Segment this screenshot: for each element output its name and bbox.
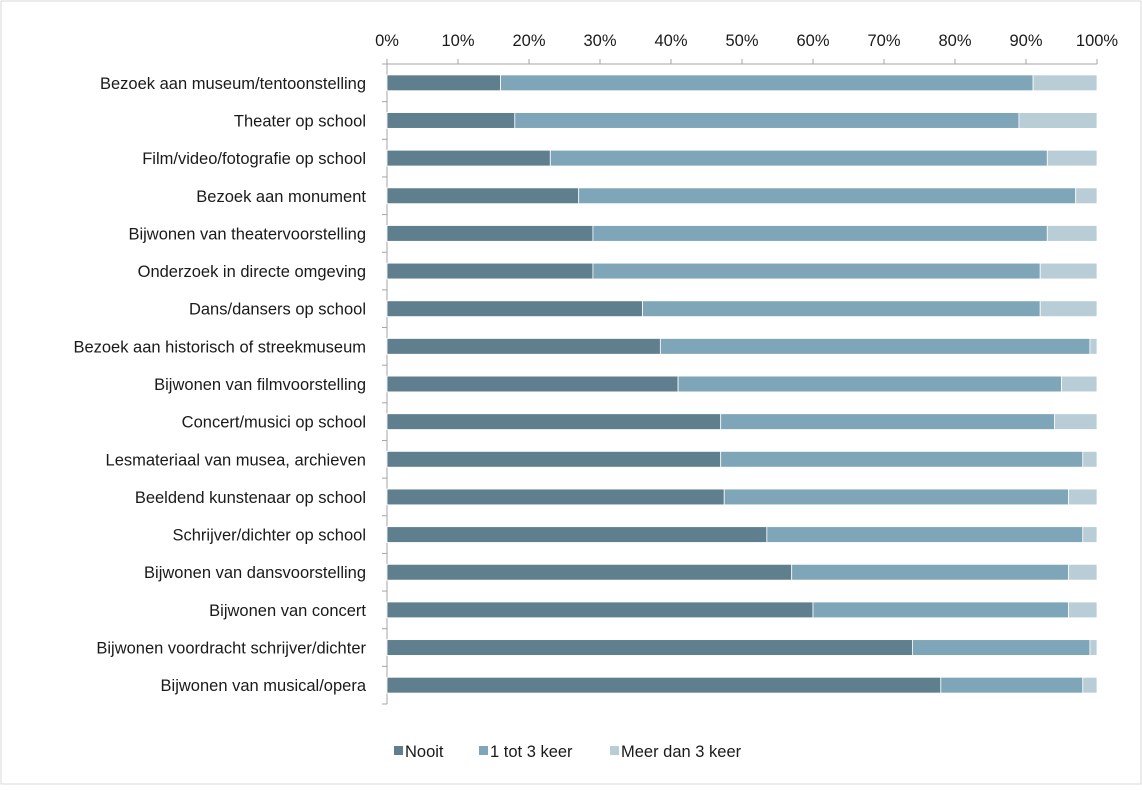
bar-segment-1-tot-3-keer: [592, 262, 1041, 280]
bar-segment-meer-dan-3-keer: [1018, 112, 1098, 129]
bar-segment-nooit: [386, 676, 942, 694]
bar-segment-meer-dan-3-keer: [1082, 526, 1098, 543]
x-tick-label: 80%: [938, 32, 971, 50]
category-label: Bezoek aan museum/tentoonstelling: [100, 75, 366, 93]
bar-segment-meer-dan-3-keer: [1075, 187, 1098, 205]
category-label: Theater op school: [234, 112, 366, 130]
bar-segment-meer-dan-3-keer: [1032, 74, 1098, 92]
bar-segment-meer-dan-3-keer: [1089, 338, 1098, 355]
bar-segment-nooit: [386, 225, 594, 242]
bar-segment-1-tot-3-keer: [549, 149, 1048, 167]
bar-segment-1-tot-3-keer: [592, 225, 1048, 242]
legend-swatch: [394, 746, 403, 755]
bar-segment-nooit: [386, 563, 793, 581]
category-label: Dans/dansers op school: [189, 301, 366, 319]
x-tick-label: 20%: [512, 32, 545, 50]
category-label: Bijwonen van filmvoorstelling: [154, 376, 366, 394]
bar-segment-meer-dan-3-keer: [1039, 262, 1098, 280]
bar-segment-meer-dan-3-keer: [1089, 639, 1098, 656]
bar-segment-meer-dan-3-keer: [1061, 375, 1098, 393]
bar-segment-nooit: [386, 526, 768, 543]
bar-segment-meer-dan-3-keer: [1046, 225, 1098, 242]
x-tick-label: 90%: [1009, 32, 1042, 50]
legend-label: 1 tot 3 keer: [490, 743, 573, 761]
x-tick-label: 70%: [867, 32, 900, 50]
bar-segment-meer-dan-3-keer: [1082, 676, 1098, 694]
bar-segment-nooit: [386, 262, 594, 280]
bar-segment-meer-dan-3-keer: [1046, 149, 1098, 167]
bar-segment-nooit: [386, 149, 551, 167]
bar-segment-meer-dan-3-keer: [1068, 488, 1098, 506]
category-labels: Bezoek aan museum/tentoonstelling Theater…: [73, 75, 366, 695]
bar-segment-nooit: [386, 639, 913, 656]
legend-swatch: [479, 746, 488, 755]
bar-segment-1-tot-3-keer: [940, 676, 1084, 694]
legend: Nooit 1 tot 3 keer Meer dan 3 keer: [394, 743, 742, 761]
bar-segment-1-tot-3-keer: [677, 375, 1062, 393]
bar-segment-nooit: [386, 112, 516, 129]
category-label: Bezoek aan monument: [196, 188, 366, 206]
category-label: Bijwonen voordracht schrijver/dichter: [96, 640, 366, 658]
category-label: Bijwonen van theatervoorstelling: [128, 225, 366, 243]
category-label: Bijwonen van concert: [209, 602, 366, 620]
bar-segment-1-tot-3-keer: [912, 639, 1091, 656]
category-label: Concert/musici op school: [182, 414, 366, 432]
x-tick-label: 0%: [375, 32, 399, 50]
bar-segment-nooit: [386, 300, 644, 318]
bar-segment-1-tot-3-keer: [514, 112, 1020, 129]
bar-segment-1-tot-3-keer: [659, 338, 1091, 355]
bar-segment-meer-dan-3-keer: [1039, 300, 1098, 318]
category-label: Bezoek aan historisch of streekmuseum: [73, 338, 366, 356]
bar-segment-nooit: [386, 413, 722, 430]
bar-segment-1-tot-3-keer: [723, 488, 1070, 506]
bar-segment-meer-dan-3-keer: [1082, 450, 1098, 468]
category-label: Bijwonen van dansvoorstelling: [144, 564, 366, 582]
legend-label: Nooit: [405, 743, 444, 761]
bar-segment-meer-dan-3-keer: [1068, 601, 1098, 619]
category-label: Onderzoek in directe omgeving: [138, 263, 366, 281]
bar-segment-1-tot-3-keer: [720, 450, 1084, 468]
x-tick-label: 50%: [725, 32, 758, 50]
category-label: Bijwonen van musical/opera: [161, 677, 367, 695]
bar-segment-1-tot-3-keer: [642, 300, 1041, 318]
bar-segment-nooit: [386, 338, 661, 355]
bar-segment-nooit: [386, 601, 814, 619]
bar-segment-nooit: [386, 375, 679, 393]
bar-segment-meer-dan-3-keer: [1068, 563, 1098, 581]
legend-swatch: [610, 746, 619, 755]
x-tick-label: 40%: [654, 32, 687, 50]
bar-segment-1-tot-3-keer: [791, 563, 1070, 581]
bar-segment-meer-dan-3-keer: [1054, 413, 1098, 430]
bar-segment-nooit: [386, 74, 501, 92]
bar-segment-nooit: [386, 187, 580, 205]
bar-segment-nooit: [386, 488, 725, 506]
bars: [386, 74, 1098, 694]
bar-segment-1-tot-3-keer: [500, 74, 1034, 92]
bar-segment-1-tot-3-keer: [578, 187, 1077, 205]
category-label: Beeldend kunstenaar op school: [135, 489, 366, 507]
x-tick-label: 10%: [441, 32, 474, 50]
x-tick-labels: 0% 10% 20% 30% 40% 50% 60% 70% 80% 90% 100%: [375, 32, 1118, 50]
x-tick-label: 30%: [583, 32, 616, 50]
category-label: Film/video/fotografie op school: [142, 150, 366, 168]
bar-segment-1-tot-3-keer: [812, 601, 1070, 619]
x-tick-label: 60%: [796, 32, 829, 50]
bar-segment-nooit: [386, 450, 722, 468]
category-label: Schrijver/dichter op school: [172, 527, 366, 545]
bar-segment-1-tot-3-keer: [766, 526, 1084, 543]
bar-segment-1-tot-3-keer: [720, 413, 1055, 430]
category-label: Lesmateriaal van musea, archieven: [106, 451, 366, 469]
legend-label: Meer dan 3 keer: [621, 743, 742, 761]
x-tick-label: 100%: [1076, 32, 1119, 50]
